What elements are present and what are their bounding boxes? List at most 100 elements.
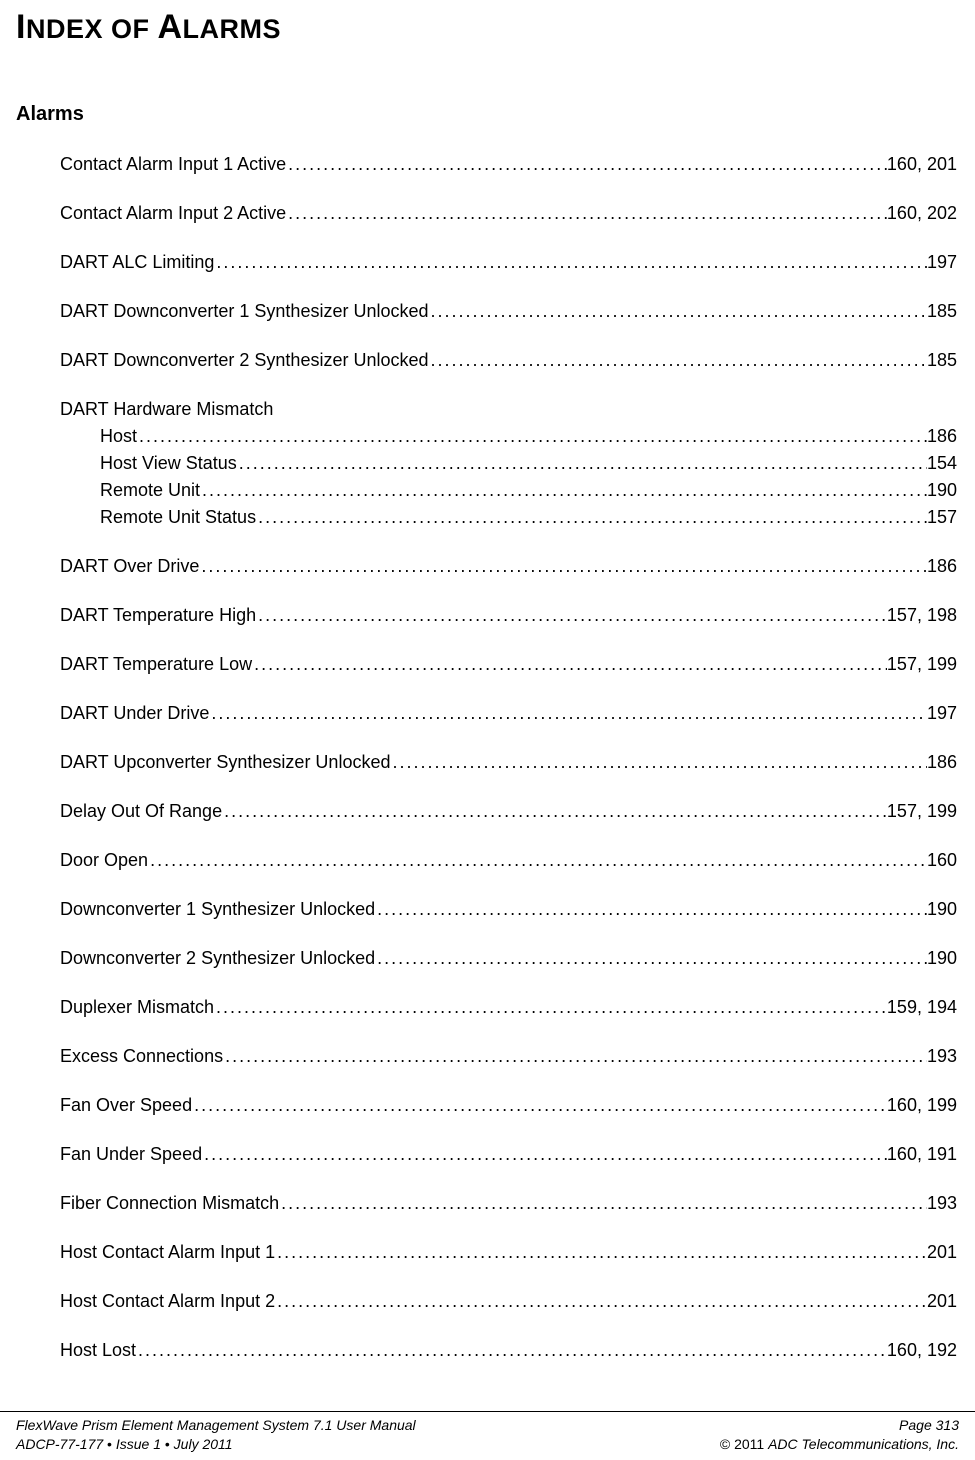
- footer-doc-num: ADCP-77-177: [16, 1436, 103, 1452]
- footer-left: FlexWave Prism Element Management System…: [16, 1416, 416, 1454]
- title-char-a: A: [157, 8, 182, 46]
- footer-copyright-pre: © 2011: [720, 1436, 768, 1452]
- index-entry-leader: [375, 899, 927, 920]
- index-entry: Duplexer Mismatch 159, 194: [60, 997, 957, 1018]
- index-entry: Fiber Connection Mismatch 193: [60, 1193, 957, 1214]
- index-entry-page: 190: [927, 480, 957, 501]
- index-entry: Fan Under Speed 160, 191: [60, 1144, 957, 1165]
- index-entry: Remote Unit Status 157: [100, 507, 957, 528]
- index-entry-page: 185: [927, 350, 957, 371]
- index-entry: DART Over Drive 186: [60, 556, 957, 577]
- title-text-ndexof: NDEX OF: [26, 14, 158, 44]
- index-entry-label: Host Contact Alarm Input 2: [60, 1291, 275, 1312]
- index-entry-leader: [256, 507, 927, 528]
- index-entry: Contact Alarm Input 1 Active 160, 201: [60, 154, 957, 175]
- index-entry-leader: [375, 948, 927, 969]
- index-entry: Host View Status 154: [100, 453, 957, 474]
- index-entry: Host Contact Alarm Input 1 201: [60, 1242, 957, 1263]
- index-entry-leader: [256, 605, 887, 626]
- index-entry: Downconverter 2 Synthesizer Unlocked 190: [60, 948, 957, 969]
- index-entry-label: DART Downconverter 1 Synthesizer Unlocke…: [60, 301, 429, 322]
- index-entry-page: 160, 192: [887, 1340, 957, 1361]
- index-entry-page: 157, 198: [887, 605, 957, 626]
- index-entry-leader: [199, 556, 927, 577]
- footer-issue-line: ADCP-77-177 • Issue 1 • July 2011: [16, 1435, 416, 1454]
- index-entry-page: 159, 194: [887, 997, 957, 1018]
- index-entry-page: 201: [927, 1291, 957, 1312]
- index-entry-page: 201: [927, 1242, 957, 1263]
- footer-company: ADC Telecommunications, Inc.: [768, 1436, 959, 1452]
- footer-copyright: © 2011 ADC Telecommunications, Inc.: [720, 1435, 959, 1454]
- index-entry-page: 186: [927, 426, 957, 447]
- index-entry-leader: [209, 703, 927, 724]
- index-entry-label: Downconverter 1 Synthesizer Unlocked: [60, 899, 375, 920]
- index-entry-leader: [222, 801, 887, 822]
- index-entry-leader: [429, 301, 927, 322]
- index-entry-leader: [279, 1193, 927, 1214]
- index-entry-label: DART Over Drive: [60, 556, 199, 577]
- group-heading: DART Hardware Mismatch: [16, 399, 959, 420]
- index-entry-leader: [214, 252, 927, 273]
- index-entry-label: Delay Out Of Range: [60, 801, 222, 822]
- index-entry-page: 193: [927, 1046, 957, 1067]
- index-entry-label: Host: [100, 426, 137, 447]
- index-entry-page: 157: [927, 507, 957, 528]
- index-entries-bottom: DART Over Drive 186DART Temperature High…: [16, 556, 959, 1361]
- index-entry-label: Fan Over Speed: [60, 1095, 192, 1116]
- index-entry: Host Contact Alarm Input 2 201: [60, 1291, 957, 1312]
- index-entry-leader: [202, 1144, 887, 1165]
- index-entry-leader: [214, 997, 887, 1018]
- footer-right: Page 313 © 2011 ADC Telecommunications, …: [720, 1416, 959, 1454]
- index-entry-page: 160, 202: [887, 203, 957, 224]
- index-entry: Contact Alarm Input 2 Active 160, 202: [60, 203, 957, 224]
- index-entry-leader: [237, 453, 927, 474]
- footer-issue: Issue 1: [116, 1436, 161, 1452]
- index-entry-page: 157, 199: [887, 801, 957, 822]
- index-entry-label: Duplexer Mismatch: [60, 997, 214, 1018]
- index-entry-label: Contact Alarm Input 1 Active: [60, 154, 286, 175]
- index-entry-label: DART Downconverter 2 Synthesizer Unlocke…: [60, 350, 429, 371]
- index-entry: DART Upconverter Synthesizer Unlocked 18…: [60, 752, 957, 773]
- index-entry-label: Contact Alarm Input 2 Active: [60, 203, 286, 224]
- page-footer: FlexWave Prism Element Management System…: [0, 1411, 975, 1454]
- index-entry: DART Downconverter 2 Synthesizer Unlocke…: [60, 350, 957, 371]
- index-entry-leader: [148, 850, 927, 871]
- index-entry-label: DART ALC Limiting: [60, 252, 214, 273]
- index-entry-page: 190: [927, 948, 957, 969]
- index-entry: Downconverter 1 Synthesizer Unlocked 190: [60, 899, 957, 920]
- index-entry-leader: [137, 426, 927, 447]
- index-entry-page: 190: [927, 899, 957, 920]
- footer-manual-title: FlexWave Prism Element Management System…: [16, 1416, 416, 1435]
- index-entry-page: 160: [927, 850, 957, 871]
- index-entry-leader: [286, 154, 887, 175]
- footer-bullet-2: •: [161, 1436, 174, 1452]
- index-entry-page: 160, 191: [887, 1144, 957, 1165]
- index-entry-leader: [192, 1095, 887, 1116]
- section-heading: Alarms: [16, 103, 959, 126]
- footer-page-number: Page 313: [720, 1416, 959, 1435]
- index-entry-label: Remote Unit Status: [100, 507, 256, 528]
- index-entry-page: 197: [927, 252, 957, 273]
- index-entry-label: Host Lost: [60, 1340, 136, 1361]
- index-entry-page: 157, 199: [887, 654, 957, 675]
- index-entry-label: Fiber Connection Mismatch: [60, 1193, 279, 1214]
- footer-bullet-1: •: [103, 1436, 116, 1452]
- index-entry-page: 193: [927, 1193, 957, 1214]
- index-entry: Excess Connections 193: [60, 1046, 957, 1067]
- index-entries-top: Contact Alarm Input 1 Active 160, 201Con…: [16, 154, 959, 371]
- index-entry-page: 197: [927, 703, 957, 724]
- index-entry-leader: [136, 1340, 887, 1361]
- index-entry-label: Door Open: [60, 850, 148, 871]
- index-entry-page: 186: [927, 752, 957, 773]
- index-entry: DART Temperature Low 157, 199: [60, 654, 957, 675]
- index-entry: Door Open 160: [60, 850, 957, 871]
- index-entry-label: Excess Connections: [60, 1046, 223, 1067]
- index-entry-leader: [429, 350, 927, 371]
- index-entry-page: 186: [927, 556, 957, 577]
- index-entry-leader: [286, 203, 887, 224]
- index-entry: Fan Over Speed 160, 199: [60, 1095, 957, 1116]
- index-entry-leader: [275, 1242, 927, 1263]
- index-entry-leader: [390, 752, 926, 773]
- index-entry-label: DART Upconverter Synthesizer Unlocked: [60, 752, 390, 773]
- index-entry-page: 154: [927, 453, 957, 474]
